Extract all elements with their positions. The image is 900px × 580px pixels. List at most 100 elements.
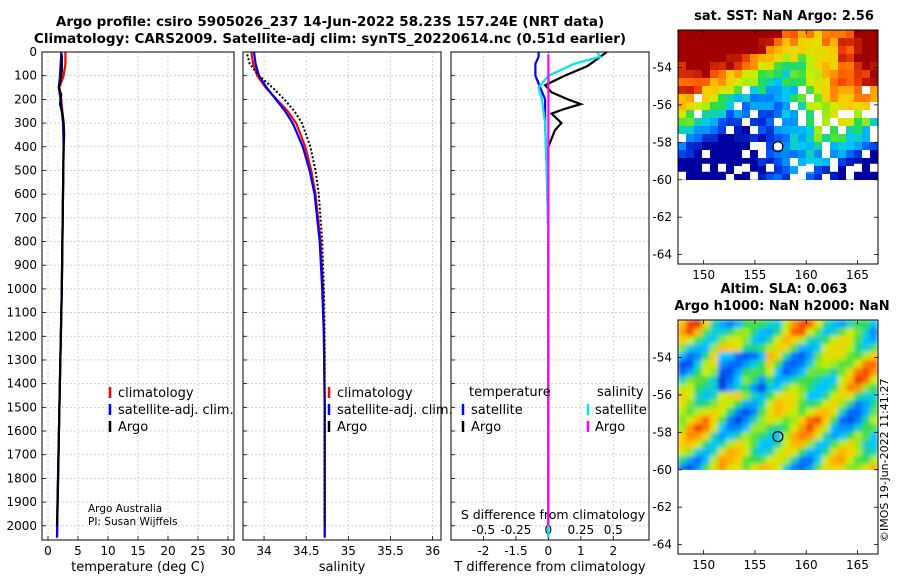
s-tick-label: -0.25 [500,523,531,537]
y-tick-label: 800 [14,235,37,249]
map-y-tick-label: -60 [652,463,672,477]
series-line-argo [55,54,66,526]
map-y-tick-label: -58 [652,135,672,149]
plot-frame [41,51,235,541]
x-tick-label: 10 [100,544,115,558]
y-tick-label: 300 [14,116,37,130]
y-tick-label: 1400 [6,377,37,391]
y-tick-label: 1100 [6,306,37,320]
y-tick-label: 1000 [6,282,37,296]
x-tick-label: -2 [477,544,489,558]
x-tick-label: 34 [256,544,271,558]
x-tick-label: 15 [130,544,145,558]
map-x-tick-label: 155 [743,268,766,282]
legend-label: climatology [118,386,194,401]
y-tick-label: 400 [14,140,37,154]
sst-map-title: sat. SST: NaN Argo: 2.56 [694,9,874,24]
x-tick-label: 2 [609,544,617,558]
series-line-climatology [250,51,326,538]
x-tick-label: 36 [425,544,440,558]
map-x-tick-label: 160 [795,268,818,282]
x-tick-label: 0 [44,544,52,558]
x-tick-label: 35 [341,544,356,558]
s-tick-label: 0.25 [567,523,594,537]
legend-label: climatology [337,386,413,401]
map-y-tick-label: -62 [652,500,672,514]
y-tick-label: 0 [29,45,37,59]
argo-float-marker [772,141,784,153]
map-x-tick-label: 165 [846,268,869,282]
y-tick-label: 1300 [6,353,37,367]
legend-label: Argo [337,420,367,435]
y-tick-label: 200 [14,92,37,106]
series-line-argo [246,54,326,526]
x-axis-label: T difference from climatology [453,560,646,575]
map-y-tick-label: -58 [652,425,672,439]
map-x-tick-label: 165 [846,558,869,572]
x-tick-label: 35.5 [377,544,404,558]
sla-map-title-line2: Argo h1000: NaN h2000: NaN [674,299,890,314]
y-tick-label: 600 [14,187,37,201]
series-line-t-satellite [534,52,550,538]
x-tick-label: 25 [190,544,205,558]
y-tick-label: 1800 [6,471,37,485]
x-tick-label: 20 [160,544,175,558]
legend-label: Argo [471,420,501,435]
legend-label: Argo [595,420,625,435]
map-y-tick-label: -56 [652,98,672,112]
y-tick-label: 1700 [6,448,37,462]
map-frame [677,29,879,265]
s-tick-label: -0.5 [472,523,495,537]
map-x-tick-label: 150 [692,268,715,282]
credit-line2: PI: Susan Wijffels [88,516,178,528]
x-tick-label: 0 [545,544,553,558]
x-tick-label: 34.5 [293,544,320,558]
s-axis-label: S difference from climatology [461,507,646,522]
sst-map-field [678,30,878,180]
y-tick-label: 1500 [6,400,37,414]
map-y-tick-label: -56 [652,388,672,402]
map-x-tick-label: 155 [743,558,766,572]
figure-title-line1: Argo profile: csiro 5905026_237 14-Jun-2… [55,14,605,30]
map-y-tick-label: -54 [652,60,672,74]
sla-map-title-line1: Altim. SLA: 0.063 [720,282,848,297]
legend-label: Argo [118,420,148,435]
sla-map-field [678,320,878,470]
map-y-tick-label: -64 [652,248,672,262]
y-tick-label: 700 [14,211,37,225]
map-y-tick-label: -64 [652,538,672,552]
y-tick-label: 500 [14,163,37,177]
legend-label: satellite-adj. clim. [118,403,234,418]
x-tick-label: -1.5 [504,544,527,558]
x-tick-label: 30 [220,544,235,558]
legend-title-temperature: temperature [469,385,551,400]
figure-title-line2: Climatology: CARS2009. Satellite-adj cli… [33,31,627,47]
legend-label: satellite [471,403,523,418]
s-tick-label: 0.5 [604,523,623,537]
y-tick-label: 900 [14,258,37,272]
x-axis-label: salinity [319,560,366,575]
series-line-satellite-adj-clim- [252,51,326,538]
legend-label: satellite-adj. clim. [337,403,453,418]
argo-float-marker [772,431,784,443]
x-tick-label: 1 [577,544,585,558]
credit-line1: Argo Australia [88,503,162,515]
map-y-tick-label: -60 [652,173,672,187]
x-axis-label: temperature (deg C) [71,560,205,575]
y-tick-label: 100 [14,69,37,83]
map-x-tick-label: 160 [795,558,818,572]
y-tick-label: 2000 [6,519,37,533]
plot-frame [242,51,442,541]
plot-frame [450,51,650,541]
y-tick-label: 1600 [6,424,37,438]
map-frame [677,319,879,555]
y-tick-label: 1200 [6,329,37,343]
map-x-tick-label: 150 [692,558,715,572]
legend-label: satellite [595,403,647,418]
x-tick-label: 5 [74,544,82,558]
map-y-tick-label: -54 [652,350,672,364]
map-y-tick-label: -62 [652,210,672,224]
y-tick-label: 1900 [6,495,37,509]
legend-title-salinity: salinity [597,385,644,400]
